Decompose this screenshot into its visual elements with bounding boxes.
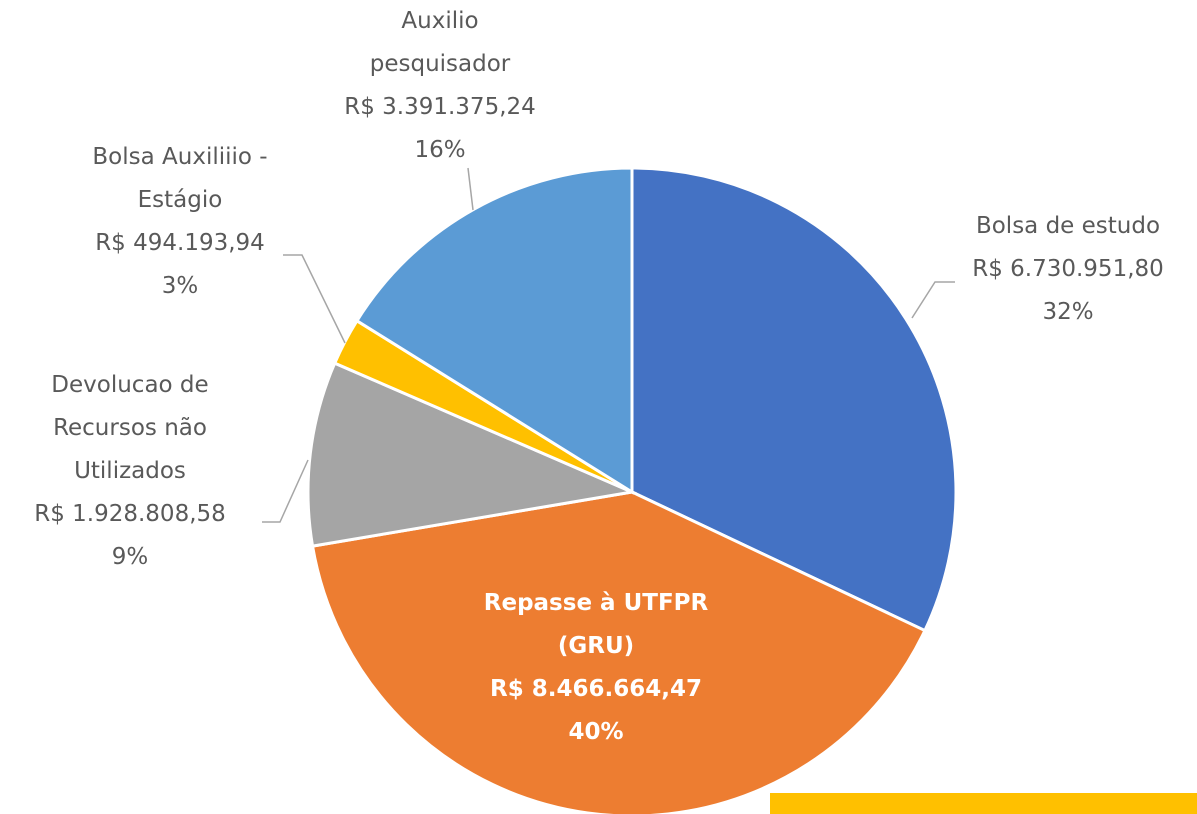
percent-label: 32% bbox=[1042, 299, 1094, 325]
category: Bolsa de estudo bbox=[975, 213, 1161, 239]
slice-label: Bolsa de estudo R$ 6.730.951,80 32% bbox=[918, 205, 1197, 334]
pie-slice bbox=[630, 166, 958, 633]
pie-slice bbox=[354, 166, 634, 495]
value-label: R$ 3.391.375,24 bbox=[344, 94, 536, 120]
value-label: R$ 1.928.808,58 bbox=[34, 501, 226, 527]
leader-line bbox=[467, 167, 474, 211]
percent-label: 40% bbox=[568, 719, 624, 745]
percent-label: 9% bbox=[111, 544, 149, 570]
value-label: R$ 8.466.664,47 bbox=[490, 676, 702, 702]
category: Devolucao de Recursos não Utilizados bbox=[51, 372, 209, 484]
slice-label: Bolsa Auxiliiio - Estágio R$ 494.193,94 3% bbox=[30, 136, 330, 308]
category: Bolsa Auxiliiio - Estágio bbox=[92, 144, 268, 213]
value-label: R$ 6.730.951,80 bbox=[972, 256, 1164, 282]
slice-label: Auxilio pesquisador R$ 3.391.375,24 16% bbox=[290, 0, 590, 172]
percent-label: 16% bbox=[414, 137, 466, 163]
leader-line bbox=[262, 459, 309, 523]
category: Auxilio pesquisador bbox=[369, 8, 511, 77]
percent-label: 3% bbox=[161, 273, 199, 299]
leader-line bbox=[283, 254, 346, 344]
decoration bbox=[770, 793, 1197, 814]
slice-label: Devolucao de Recursos não Utilizados R$ 1… bbox=[0, 364, 280, 579]
pie-slice bbox=[310, 490, 927, 814]
leader-line bbox=[911, 281, 955, 319]
slice-label: Repasse à UTFPR (GRU) R$ 8.466.664,47 40% bbox=[446, 582, 746, 754]
category: Repasse à UTFPR (GRU) bbox=[483, 590, 709, 659]
slices bbox=[306, 166, 958, 814]
pie-slice bbox=[306, 361, 638, 548]
value-label: R$ 494.193,94 bbox=[95, 230, 265, 256]
